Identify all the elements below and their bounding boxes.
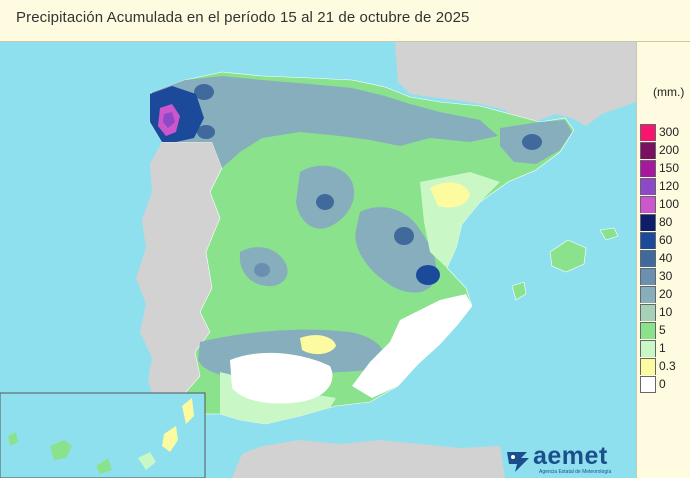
legend-swatch <box>640 376 656 393</box>
precip-spot-valencia <box>416 265 440 285</box>
africa-land <box>232 440 505 478</box>
precip-zone-yellow-1 <box>430 182 470 208</box>
canary-island-4 <box>138 452 156 470</box>
legend-swatch <box>640 340 656 357</box>
precip-spot-asturias <box>194 84 214 100</box>
legend-label: 60 <box>659 233 673 247</box>
legend-item-30: 30 <box>639 268 690 285</box>
legend-label: 0.3 <box>659 359 676 373</box>
legend-item-80: 80 <box>639 214 690 231</box>
precip-spot-leon <box>197 125 215 139</box>
legend-unit: (mm.) <box>653 85 685 99</box>
aemet-logo: aemet Agencia Estatal de Meteorología <box>505 442 630 476</box>
legend-swatch <box>640 250 656 267</box>
canary-island-2 <box>50 440 72 460</box>
legend-swatch <box>640 304 656 321</box>
canary-island-1 <box>8 432 18 446</box>
legend-swatch <box>640 142 656 159</box>
legend-label: 30 <box>659 269 673 283</box>
legend-label: 150 <box>659 161 680 175</box>
precipitation-map <box>0 42 636 478</box>
legend-swatch <box>640 358 656 375</box>
legend-swatch <box>640 160 656 177</box>
legend-item-100: 100 <box>639 196 690 213</box>
canary-island-5 <box>162 426 178 452</box>
legend-item-200: 200 <box>639 142 690 159</box>
aemet-logo-icon <box>507 452 529 472</box>
legend-item-10: 10 <box>639 304 690 321</box>
map-title: Precipitación Acumulada en el período 15… <box>16 9 470 26</box>
legend-item-1: 1 <box>639 340 690 357</box>
legend-swatch <box>640 178 656 195</box>
aemet-logo-subtitle: Agencia Estatal de Meteorología <box>539 469 612 475</box>
legend-item-120: 120 <box>639 178 690 195</box>
precip-zone-andalusia-dry <box>230 352 333 404</box>
precip-spot-soria <box>316 194 334 210</box>
legend-label: 1 <box>659 341 666 355</box>
legend-item-5: 5 <box>639 322 690 339</box>
precip-zone-yellow-2 <box>300 335 336 355</box>
portugal-land <box>136 142 222 422</box>
map-canvas <box>0 42 636 478</box>
legend-item-60: 60 <box>639 232 690 249</box>
balearic-mallorca <box>549 239 587 273</box>
legend-label: 5 <box>659 323 666 337</box>
legend-item-0-3: 0.3 <box>639 358 690 375</box>
precip-zone-north <box>150 76 498 168</box>
precip-zone-southeast-dry <box>352 294 472 398</box>
legend-label: 10 <box>659 305 673 319</box>
legend-label: 40 <box>659 251 673 265</box>
legend-swatch <box>640 268 656 285</box>
legend-swatch <box>640 124 656 141</box>
legend-label: 100 <box>659 197 680 211</box>
legend-swatch <box>640 196 656 213</box>
legend-label: 20 <box>659 287 673 301</box>
legend-label: 0 <box>659 377 666 391</box>
legend-item-20: 20 <box>639 286 690 303</box>
title-bar: Precipitación Acumulada en el período 15… <box>0 0 690 42</box>
precip-zone-galicia-peak <box>163 112 175 128</box>
legend-swatch <box>640 214 656 231</box>
legend-label: 200 <box>659 143 680 157</box>
legend-label: 300 <box>659 125 680 139</box>
balearic-menorca <box>599 227 619 241</box>
precip-spot-catalonia <box>522 134 542 150</box>
canary-island-6 <box>182 398 194 424</box>
legend-panel: (mm.) 300 200 150 120 100 80 60 40 30 20 10 5 1 0.3 0 <box>636 42 690 478</box>
balearic-ibiza <box>511 281 527 301</box>
legend-item-0: 0 <box>639 376 690 393</box>
precip-spot-cuenca <box>394 227 414 245</box>
aemet-logo-text: aemet <box>533 442 608 470</box>
precip-zone-central <box>355 207 437 293</box>
legend-swatch <box>640 232 656 249</box>
legend-item-300: 300 <box>639 124 690 141</box>
france-land <box>395 42 636 126</box>
legend-item-150: 150 <box>639 160 690 177</box>
precip-spot-extremadura <box>254 263 270 277</box>
legend-label: 120 <box>659 179 680 193</box>
legend-item-40: 40 <box>639 250 690 267</box>
canary-island-3 <box>96 458 112 474</box>
legend-swatch <box>640 286 656 303</box>
legend-label: 80 <box>659 215 673 229</box>
legend-swatch <box>640 322 656 339</box>
